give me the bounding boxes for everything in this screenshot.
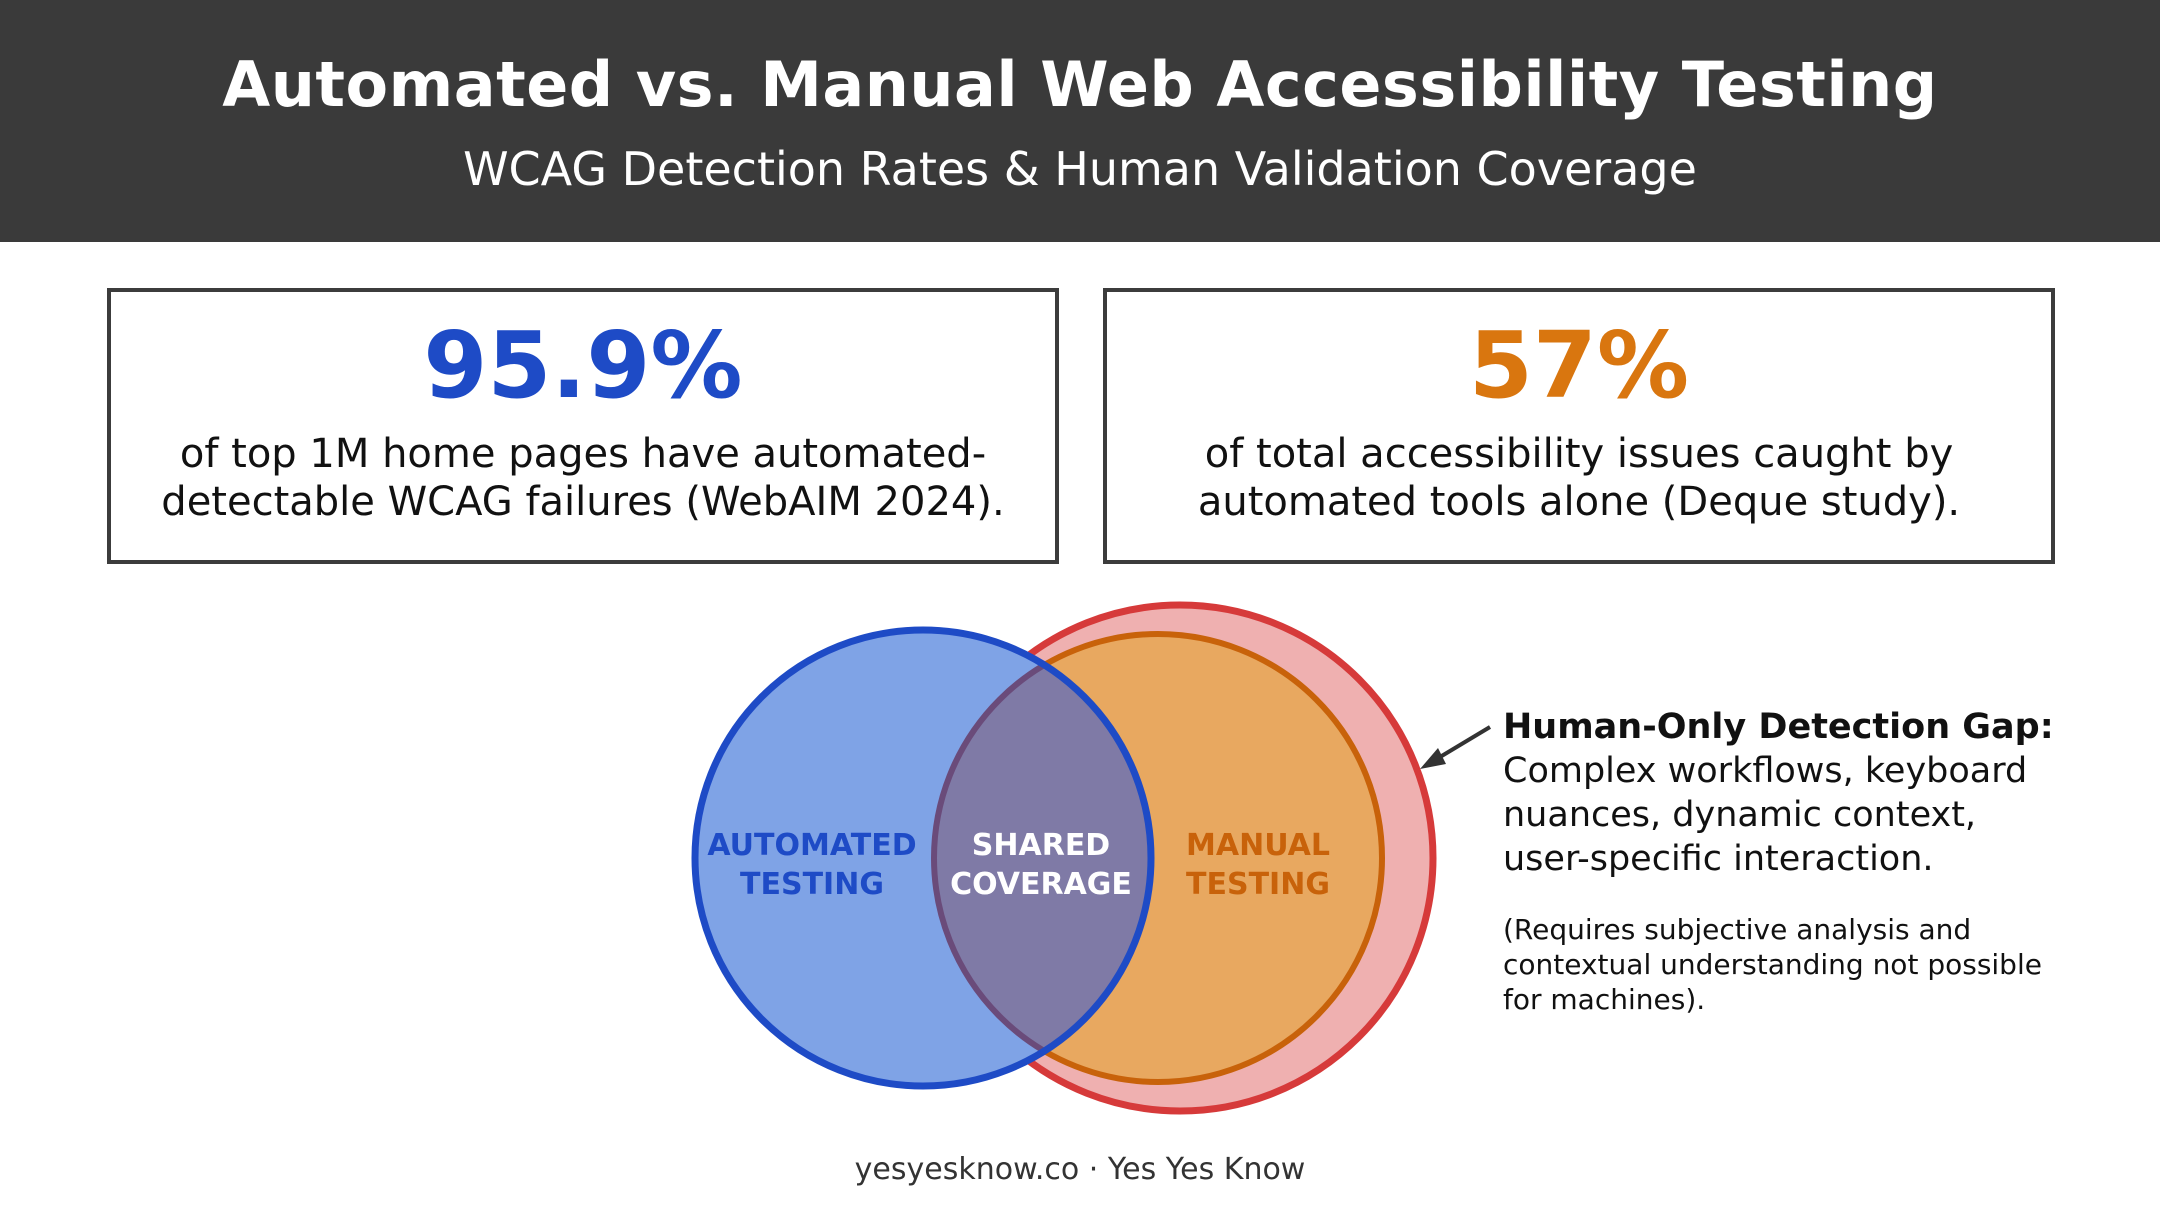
manual-label-line1: MANUAL: [1186, 828, 1330, 863]
page-subtitle: WCAG Detection Rates & Human Validation …: [463, 142, 1697, 196]
stat-description-line: of top 1M home pages have automated-: [179, 431, 987, 477]
stat-value-webaim: 95.9%: [423, 312, 743, 419]
stat-card-deque: 57% of total accessibility issues caught…: [1103, 288, 2055, 564]
header-banner: Automated vs. Manual Web Accessibility T…: [0, 0, 2160, 242]
gap-note-line: contextual understanding not possible: [1503, 948, 2042, 981]
stat-value-deque: 57%: [1468, 312, 1690, 419]
stat-description-line: automated tools alone (Deque study).: [1197, 479, 1961, 525]
stat-description-webaim: of top 1M home pages have automated- det…: [141, 430, 1025, 526]
gap-title: Human-Only Detection Gap:: [1503, 707, 2054, 747]
callout-arrow-head: [1420, 748, 1446, 769]
automated-testing-outline: [691, 626, 1155, 1090]
manual-label-line2: TESTING: [1186, 867, 1330, 902]
gap-note: (Requires subjective analysis and contex…: [1503, 912, 2063, 1017]
gap-description: Complex workflows, keyboard nuances, dyn…: [1503, 749, 2143, 881]
stat-card-webaim: 95.9% of top 1M home pages have automate…: [107, 288, 1059, 564]
gap-note-line: for machines).: [1503, 983, 1706, 1016]
stat-description-deque: of total accessibility issues caught by …: [1137, 430, 2021, 526]
gap-description-line: Complex workflows, keyboard: [1503, 751, 2028, 791]
callout-arrow-line: [1433, 725, 1492, 762]
automated-label-line1: AUTOMATED: [707, 828, 916, 863]
footer-credit: yesyesknow.co · Yes Yes Know: [854, 1152, 1306, 1187]
stat-description-line: detectable WCAG failures (WebAIM 2024).: [161, 479, 1005, 525]
gap-description-line: nuances, dynamic context,: [1503, 795, 1977, 835]
shared-label-line1: SHARED: [972, 828, 1110, 863]
page-title: Automated vs. Manual Web Accessibility T…: [222, 48, 1938, 121]
gap-description-line: user-specific interaction.: [1503, 839, 1934, 879]
automated-label-line2: TESTING: [740, 867, 884, 902]
stat-description-line: of total accessibility issues caught by: [1204, 431, 1954, 477]
shared-label-line2: COVERAGE: [950, 867, 1132, 902]
gap-note-line: (Requires subjective analysis and: [1503, 913, 1972, 946]
shared-coverage-region: [931, 631, 1151, 1085]
